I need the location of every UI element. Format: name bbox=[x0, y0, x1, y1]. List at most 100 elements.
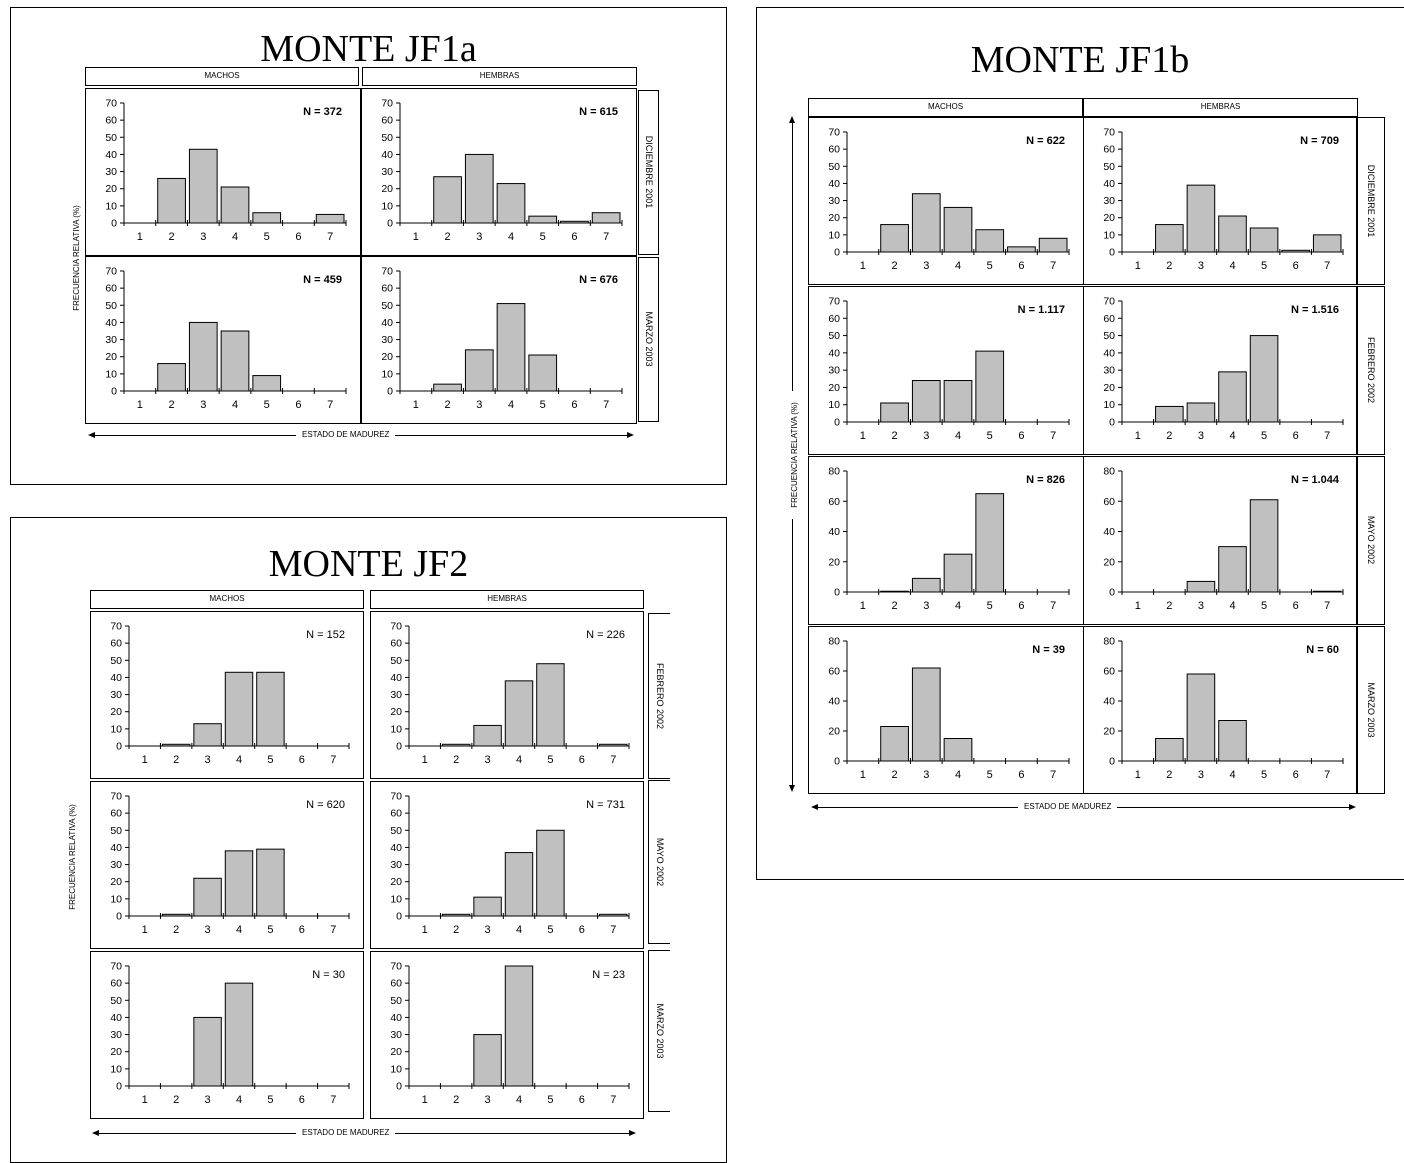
x-tick-label: 6 bbox=[571, 399, 577, 411]
y-tick-label: 70 bbox=[828, 296, 840, 308]
x-tick-label: 7 bbox=[610, 924, 616, 936]
y-tick-label: 10 bbox=[381, 368, 393, 380]
header-hembras: HEMBRAS bbox=[1083, 98, 1358, 117]
y-tick-label: 50 bbox=[105, 300, 117, 312]
x-tick-label: 1 bbox=[860, 260, 866, 272]
y-tick-label: 0 bbox=[387, 386, 393, 398]
sample-size-label: N = 39 bbox=[1032, 644, 1065, 656]
y-tick-label: 10 bbox=[105, 368, 117, 380]
x-tick-label: 4 bbox=[508, 231, 514, 243]
x-tick-label: 4 bbox=[1229, 260, 1235, 272]
bar bbox=[256, 848, 285, 917]
x-tick-label: 7 bbox=[1324, 260, 1330, 272]
x-tick-label: 3 bbox=[923, 600, 929, 612]
bar bbox=[473, 724, 502, 747]
x-tick-label: 6 bbox=[299, 754, 305, 766]
histogram-hembras: 0 20 40 60 80 1 2 3 4 5 6 7 N = 1.044 bbox=[1103, 466, 1344, 612]
x-tick-label: 3 bbox=[923, 769, 929, 781]
bar bbox=[496, 183, 526, 224]
y-tick-label: 40 bbox=[828, 526, 840, 538]
y-tick-label: 50 bbox=[390, 655, 402, 667]
x-tick-label: 6 bbox=[1293, 600, 1299, 612]
histogram-machos: 0 10 20 30 40 50 60 70 1 2 3 4 5 6 7 N = 372 bbox=[105, 98, 347, 243]
bar bbox=[193, 1016, 222, 1087]
x-tick-label: 7 bbox=[610, 754, 616, 766]
y-tick-label: 80 bbox=[1103, 636, 1115, 648]
y-tick-label: 70 bbox=[110, 791, 122, 803]
sample-size-label: N = 676 bbox=[579, 274, 618, 286]
x-tick-label: 4 bbox=[955, 260, 961, 272]
x-tick-label: 1 bbox=[1135, 600, 1141, 612]
y-tick-label: 70 bbox=[381, 266, 393, 278]
y-tick-label: 30 bbox=[105, 334, 117, 346]
x-tick-label: 3 bbox=[485, 924, 491, 936]
x-tick-label: 3 bbox=[1198, 769, 1204, 781]
y-tick-label: 30 bbox=[1103, 195, 1115, 207]
sample-size-label: N = 60 bbox=[1306, 644, 1339, 656]
y-tick-label: 70 bbox=[105, 266, 117, 278]
x-tick-label: 3 bbox=[485, 1094, 491, 1106]
y-tick-label: 60 bbox=[105, 283, 117, 295]
bar bbox=[188, 148, 218, 224]
x-tick-label: 5 bbox=[267, 1094, 273, 1106]
x-tick-label: 5 bbox=[267, 924, 273, 936]
x-tick-label: 6 bbox=[579, 1094, 585, 1106]
y-tick-label: 30 bbox=[390, 1029, 402, 1041]
x-tick-label: 1 bbox=[137, 231, 143, 243]
header-machos: MACHOS bbox=[90, 590, 364, 609]
header-hembras: HEMBRAS bbox=[370, 590, 644, 609]
y-tick-label: 10 bbox=[1103, 399, 1115, 411]
bar bbox=[224, 982, 254, 1087]
arrow-right-icon bbox=[629, 1130, 636, 1136]
bar bbox=[1218, 546, 1247, 593]
bar bbox=[880, 224, 909, 253]
x-tick-label: 5 bbox=[547, 924, 553, 936]
histogram-machos: 0 10 20 30 40 50 60 70 1 2 3 4 5 6 7 N = 622 bbox=[828, 127, 1070, 272]
bar bbox=[880, 726, 909, 762]
y-tick-label: 30 bbox=[110, 1029, 122, 1041]
bar bbox=[880, 402, 909, 423]
x-tick-label: 4 bbox=[508, 399, 514, 411]
y-tick-label: 50 bbox=[1103, 161, 1115, 173]
x-tick-label: 5 bbox=[1261, 430, 1267, 442]
y-tick-label: 30 bbox=[828, 195, 840, 207]
chart-cell: 0 20 40 60 80 1 2 3 4 5 6 7 N = 826 bbox=[808, 456, 1084, 625]
x-tick-label: 7 bbox=[1324, 600, 1330, 612]
y-tick-label: 20 bbox=[1103, 212, 1115, 224]
sample-size-label: N = 372 bbox=[303, 106, 342, 118]
period-label: MARZO 2003 bbox=[1366, 682, 1376, 738]
chart-cell: 0 20 40 60 80 1 2 3 4 5 6 7 N = 1.044 bbox=[1083, 456, 1358, 625]
x-tick-label: 5 bbox=[1261, 600, 1267, 612]
chart-cell: 0 10 20 30 40 50 60 70 1 2 3 4 5 6 7 N = 1.516 bbox=[1083, 286, 1358, 455]
x-tick-label: 6 bbox=[1018, 600, 1024, 612]
bar bbox=[591, 212, 621, 224]
y-tick-label: 80 bbox=[828, 636, 840, 648]
x-tick-label: 3 bbox=[923, 260, 929, 272]
arrow-right-icon bbox=[627, 432, 634, 438]
x-tick-label: 2 bbox=[892, 769, 898, 781]
y-tick-label: 60 bbox=[390, 638, 402, 650]
sample-size-label: N = 1.117 bbox=[1018, 304, 1065, 316]
bar bbox=[975, 229, 1005, 253]
y-tick-label: 0 bbox=[116, 1081, 122, 1093]
y-tick-label: 0 bbox=[1109, 756, 1115, 768]
chart-cell: 0 10 20 30 40 50 60 70 1 2 3 4 5 6 7 N = 23 bbox=[370, 951, 644, 1119]
y-tick-label: 0 bbox=[111, 386, 117, 398]
bar bbox=[1186, 402, 1216, 423]
x-tick-label: 1 bbox=[413, 231, 419, 243]
arrow-left-icon bbox=[811, 804, 818, 810]
arrow-up-icon bbox=[789, 116, 795, 123]
y-tick-label: 40 bbox=[1103, 696, 1115, 708]
bar bbox=[975, 350, 1005, 423]
x-tick-label: 1 bbox=[860, 430, 866, 442]
bar bbox=[504, 680, 534, 747]
x-tick-label: 3 bbox=[923, 430, 929, 442]
bar bbox=[1186, 184, 1216, 253]
y-tick-label: 40 bbox=[828, 347, 840, 359]
x-tick-label: 4 bbox=[516, 924, 522, 936]
x-tick-label: 7 bbox=[1324, 430, 1330, 442]
period-label: FEBRERO 2002 bbox=[655, 662, 665, 730]
bar bbox=[599, 743, 628, 747]
x-tick-label: 5 bbox=[547, 1094, 553, 1106]
x-tick-label: 6 bbox=[1018, 260, 1024, 272]
